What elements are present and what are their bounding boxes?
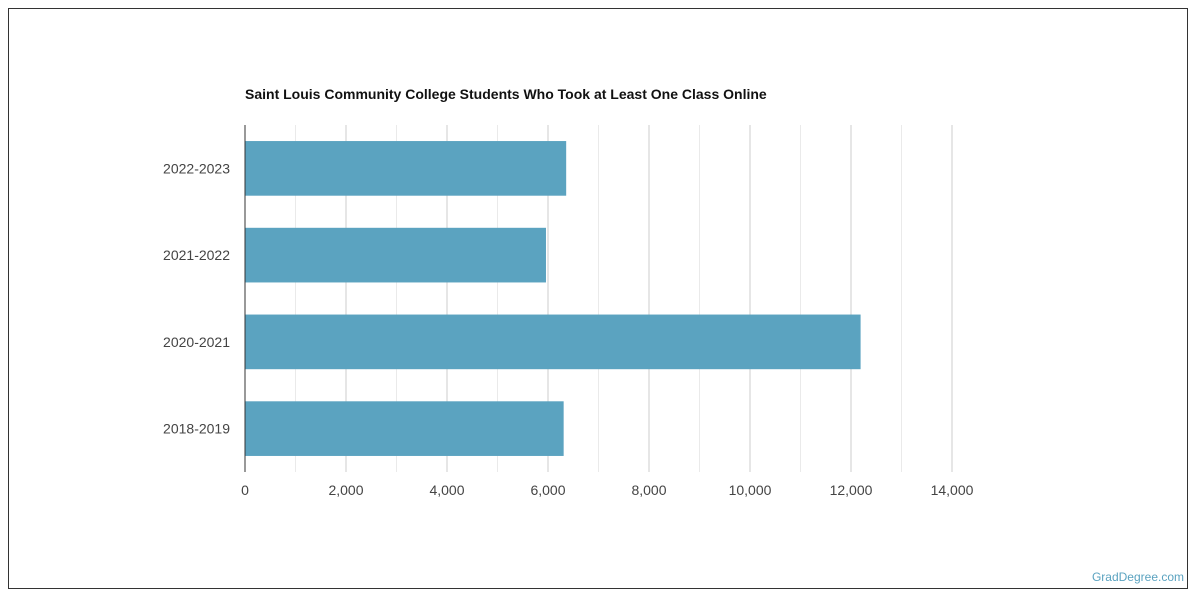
category-label: 2021-2022 — [163, 247, 230, 263]
x-tick-label: 4,000 — [429, 482, 464, 498]
x-tick-label: 0 — [241, 482, 249, 498]
bar — [245, 401, 564, 456]
x-tick-label: 6,000 — [530, 482, 565, 498]
x-tick-label: 14,000 — [931, 482, 974, 498]
chart-frame — [8, 8, 1188, 589]
x-tick-label: 12,000 — [830, 482, 873, 498]
category-label: 2022-2023 — [163, 160, 230, 176]
x-tick-label: 8,000 — [631, 482, 666, 498]
bar — [245, 227, 546, 283]
x-tick-label: 10,000 — [729, 482, 772, 498]
bar — [245, 141, 567, 196]
category-label: 2018-2019 — [163, 421, 230, 437]
category-label: 2020-2021 — [163, 334, 230, 350]
bar — [245, 314, 861, 370]
x-tick-label: 2,000 — [328, 482, 363, 498]
chart-title: Saint Louis Community College Students W… — [245, 86, 767, 102]
credit-link[interactable]: GradDegree.com — [1091, 570, 1184, 584]
